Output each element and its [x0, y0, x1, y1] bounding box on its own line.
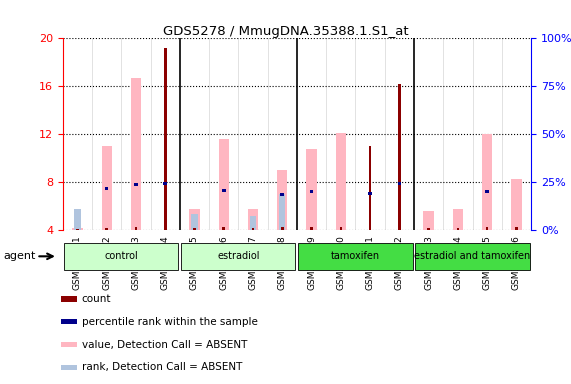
FancyBboxPatch shape — [182, 243, 295, 270]
FancyBboxPatch shape — [299, 243, 412, 270]
Bar — [222, 189, 226, 192]
Bar — [135, 227, 137, 230]
Bar — [281, 227, 284, 230]
Bar — [105, 187, 108, 190]
Bar — [61, 296, 77, 301]
Bar — [219, 139, 229, 230]
Bar — [248, 209, 258, 230]
Text: agent: agent — [3, 251, 35, 262]
Bar — [424, 211, 434, 230]
Bar — [193, 228, 196, 230]
Bar — [511, 179, 521, 230]
Bar — [515, 227, 518, 230]
Bar — [340, 227, 342, 230]
Bar — [310, 227, 313, 230]
Bar — [457, 228, 459, 230]
Bar — [61, 319, 77, 324]
Bar — [131, 78, 141, 230]
Bar — [163, 182, 167, 185]
Text: estradiol: estradiol — [217, 251, 260, 262]
Bar — [280, 193, 284, 196]
Bar — [279, 194, 286, 230]
Bar — [164, 48, 167, 230]
Bar — [191, 214, 198, 230]
Bar — [485, 190, 489, 194]
Bar — [453, 209, 463, 230]
Bar — [307, 149, 317, 230]
Bar — [61, 365, 77, 370]
Bar — [102, 146, 112, 230]
Bar — [74, 209, 81, 230]
Text: count: count — [82, 294, 111, 304]
Bar — [486, 227, 488, 230]
Text: tamoxifen: tamoxifen — [331, 251, 380, 262]
Text: rank, Detection Call = ABSENT: rank, Detection Call = ABSENT — [82, 362, 242, 372]
Bar — [190, 209, 200, 230]
Bar — [73, 228, 83, 230]
Text: estradiol and tamoxifen: estradiol and tamoxifen — [415, 251, 530, 262]
Bar — [277, 170, 287, 230]
Bar — [76, 229, 79, 230]
Bar — [482, 134, 492, 230]
Bar — [368, 192, 372, 195]
Text: control: control — [104, 251, 138, 262]
Bar — [336, 133, 346, 230]
FancyBboxPatch shape — [416, 243, 529, 270]
Bar — [309, 190, 313, 194]
Bar — [250, 216, 256, 230]
FancyBboxPatch shape — [65, 243, 178, 270]
Text: percentile rank within the sample: percentile rank within the sample — [82, 317, 258, 327]
Bar — [223, 227, 225, 230]
Bar — [369, 146, 371, 230]
Text: value, Detection Call = ABSENT: value, Detection Call = ABSENT — [82, 339, 247, 349]
Bar — [427, 228, 430, 230]
Text: GDS5278 / MmugDNA.35388.1.S1_at: GDS5278 / MmugDNA.35388.1.S1_at — [163, 25, 408, 38]
Bar — [106, 228, 108, 230]
Bar — [134, 183, 138, 186]
Bar — [398, 84, 401, 230]
Bar — [61, 342, 77, 347]
Bar — [252, 228, 254, 230]
Bar — [397, 182, 401, 185]
